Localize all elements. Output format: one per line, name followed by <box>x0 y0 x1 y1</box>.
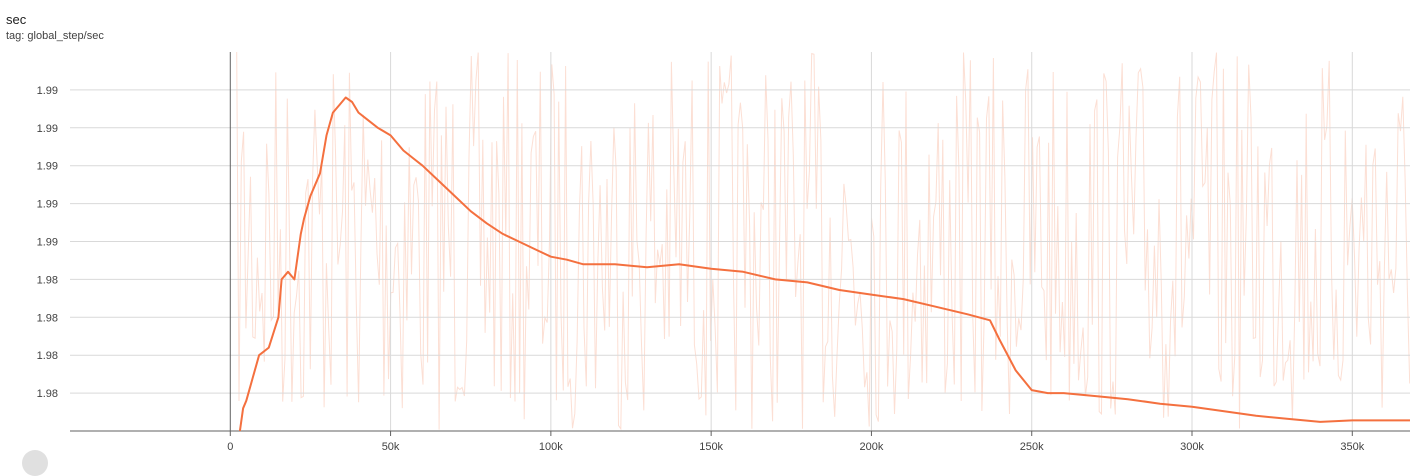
tick-label-layer: 1.98 1.98 1.98 1.98 1.99 1.99 1.99 1.99 1.99 0 50k… <box>37 85 1365 453</box>
y-tick-label: 1.99 <box>37 123 58 135</box>
grid-layer <box>70 52 1410 431</box>
axis-layer <box>70 430 1410 436</box>
chart-tag-label: tag: global_step/sec <box>6 30 104 42</box>
expand-toggle-button[interactable] <box>22 450 48 476</box>
raw-series-layer <box>236 51 1410 431</box>
y-tick-label: 1.99 <box>37 161 58 173</box>
y-tick-label: 1.98 <box>37 312 58 324</box>
x-tick-label: 200k <box>860 441 884 453</box>
y-tick-label: 1.99 <box>37 85 58 97</box>
raw-series-line <box>236 51 1410 431</box>
y-tick-label: 1.99 <box>37 237 58 249</box>
smoothed-series-layer <box>238 96 1410 432</box>
chart-title: sec <box>6 12 27 27</box>
x-tick-label: 0 <box>227 441 233 453</box>
x-tick-label: 50k <box>382 441 400 453</box>
smoothed-series-line <box>238 96 1410 432</box>
x-tick-label: 350k <box>1340 441 1364 453</box>
scalar-chart[interactable]: 1.98 1.98 1.98 1.98 1.99 1.99 1.99 1.99 1.99 0 50k… <box>0 0 1410 460</box>
x-tick-label: 300k <box>1180 441 1204 453</box>
x-tick-label: 150k <box>699 441 723 453</box>
y-tick-label: 1.99 <box>37 199 58 211</box>
x-tick-label: 100k <box>539 441 563 453</box>
x-tick-label: 250k <box>1020 441 1044 453</box>
y-tick-label: 1.98 <box>37 274 58 286</box>
y-tick-label: 1.98 <box>37 388 58 400</box>
y-tick-label: 1.98 <box>37 350 58 362</box>
